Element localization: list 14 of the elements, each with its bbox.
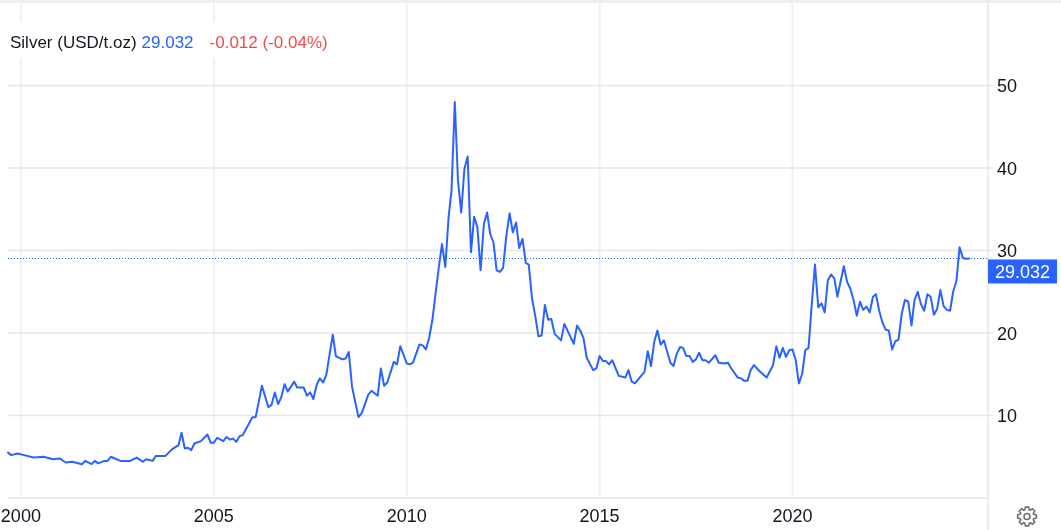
ref-line-label: 29.032 xyxy=(995,261,1051,282)
x-tick-label: 2020 xyxy=(772,506,813,526)
x-tick-label: 2015 xyxy=(579,506,620,526)
annotation: -0.012 (-0.04%) xyxy=(209,33,328,52)
y-tick-label: 50 xyxy=(997,76,1018,96)
text: Silver (USD/t.oz) xyxy=(10,33,137,52)
x-tick-label: 2000 xyxy=(0,506,41,526)
y-tick-label: 10 xyxy=(997,406,1018,426)
y-tick-label: 40 xyxy=(997,158,1018,179)
x-tick-label: 2005 xyxy=(193,506,234,526)
x-tick-label: 2010 xyxy=(386,506,427,526)
y-tick-label: 30 xyxy=(997,241,1018,261)
annotation: 29.032 xyxy=(141,33,194,52)
y-tick-label: 20 xyxy=(997,323,1018,344)
